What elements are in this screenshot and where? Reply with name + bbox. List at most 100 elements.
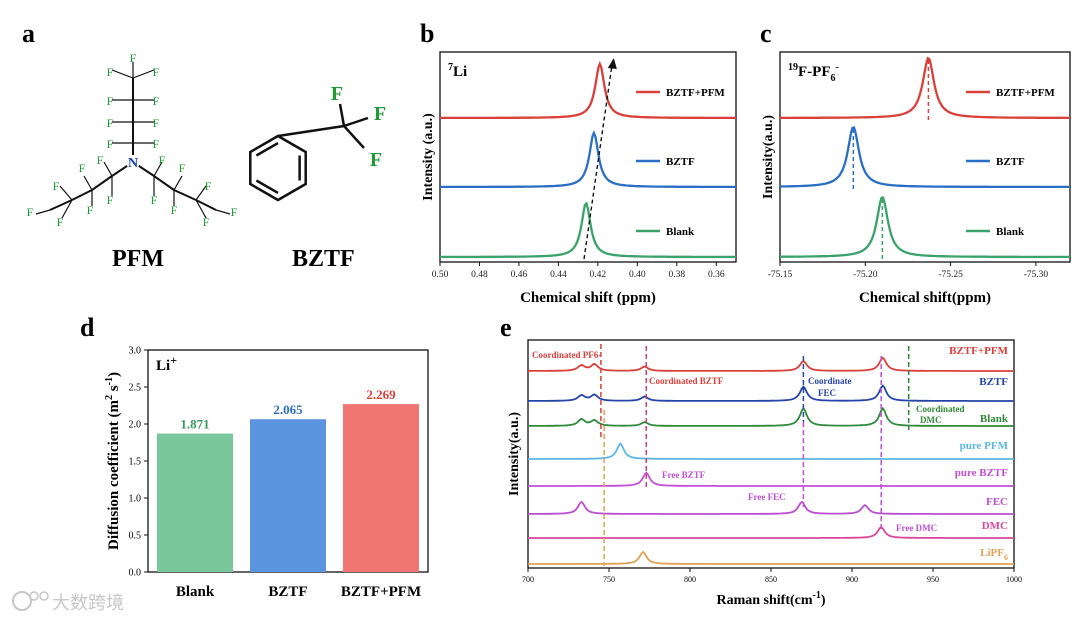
plot-frame: [439, 51, 737, 263]
pfm-n-bg: [126, 155, 140, 169]
annotation: Coordinate: [808, 376, 852, 386]
pfm-f-atom: F: [159, 153, 166, 167]
x-category-label: BZTF+PFM: [341, 584, 421, 600]
x-tick-label: 0.50: [432, 270, 449, 280]
spectrum-blank: [440, 201, 736, 259]
cf-bond: [343, 116, 369, 128]
pfm-f-atom: F: [97, 153, 104, 167]
watermark-logo-icon: [12, 591, 32, 611]
raman-fec: [528, 500, 1014, 515]
cf-bond: [338, 103, 346, 127]
x-tick-label: 0.40: [629, 270, 646, 280]
chart-b-li-nmr: 0.50 0.48 0.46 0.44 0.42 0.40 0.38 0.36 7Li Chemi…: [421, 51, 737, 306]
raman-dmc: [528, 525, 1014, 539]
panel-label-d: d: [80, 313, 95, 342]
bztf-f-atom: F: [374, 103, 386, 125]
raman-blank: [528, 406, 1014, 427]
y-tick-label: 0.0: [129, 568, 142, 579]
bztf-name: BZTF: [292, 246, 355, 272]
x-tick-label: 0.46: [511, 270, 528, 280]
pfm-f-atom: F: [57, 215, 64, 229]
x-tick-label: 1000: [1006, 575, 1022, 584]
bar-value-label: 2.269: [366, 387, 396, 402]
bztf-f-atom: F: [370, 149, 382, 171]
pfm-f-atom: F: [130, 51, 137, 65]
series-label: Blank: [980, 413, 1009, 425]
pfm-bond: [91, 175, 113, 191]
bar-bztf: [250, 419, 326, 572]
pfm-f-atom: F: [27, 205, 34, 219]
y-axis-label: Intensity(a.u.): [507, 412, 522, 496]
y-tick-label: 2.0: [129, 420, 142, 431]
series-label: DMC: [982, 520, 1008, 532]
annotation: DMC: [920, 415, 942, 425]
x-axis-label: Chemical shift (ppm): [520, 290, 656, 306]
pfm-n-atom: N: [128, 156, 138, 171]
spectrum-blank: [780, 196, 1070, 259]
pfm-f-atom: F: [171, 203, 178, 217]
x-tick-label: 0.44: [550, 270, 567, 280]
pfm-f-atom: F: [107, 94, 114, 108]
chart-c-f-nmr: -75.15 -75.20 -75.25 -75.30 19F-PF6- Chemical…: [761, 51, 1071, 306]
spectrum-bztf: [440, 130, 736, 189]
panel-label-a: a: [22, 19, 35, 48]
annotation: FEC: [818, 388, 836, 398]
legend-label: Blank: [996, 226, 1025, 238]
pfm-f-atom: F: [153, 116, 160, 130]
x-tick-label: 700: [522, 575, 534, 584]
x-tick-label: -75.30: [1024, 270, 1049, 280]
pfm-cf-bond: [35, 209, 51, 215]
ring-cf3-bond: [277, 124, 345, 138]
pfm-cf-bond: [153, 161, 163, 177]
pfm-f-atom: F: [79, 161, 86, 175]
chart-d-diffusion-bar: 0.0 0.5 1.0 1.5 2.0 2.5 3.0 Li+ 1.871 Blank 2.065 B…: [104, 346, 429, 600]
raman-bztf-pfm: [528, 356, 1014, 372]
x-tick-label: 0.38: [668, 270, 685, 280]
annotation: Coordinated PF6-: [532, 350, 601, 360]
x-tick-label: 0.48: [471, 270, 488, 280]
pfm-f-atom: F: [53, 179, 60, 193]
bztf-f-atom: F: [331, 83, 343, 105]
annotation: Coordinated: [916, 404, 965, 414]
x-axis-label: Raman shift(cm-1): [716, 590, 825, 608]
legend-label: BZTF: [996, 156, 1025, 168]
pfm-bond: [153, 175, 175, 191]
annotation: Free FEC: [748, 492, 786, 502]
raman-pure-pfm: [528, 442, 1014, 460]
pfm-f-atom: F: [205, 179, 212, 193]
x-tick-label: -75.20: [853, 270, 878, 280]
panel-label-b: b: [420, 19, 434, 48]
pfm-cf-bond: [195, 185, 207, 201]
cf-bond: [343, 125, 365, 149]
x-tick-label: 800: [684, 575, 696, 584]
y-tick-label: 1.5: [129, 457, 142, 468]
bztf-structure: F F F: [249, 83, 386, 202]
annotation: Free DMC: [896, 523, 937, 533]
x-tick-label: 0.36: [708, 270, 725, 280]
pfm-cf-bond: [215, 209, 231, 215]
chart-e-raman: 700 750 800 850 900 950 1000 Raman shift(cm-1) I…: [507, 339, 1022, 608]
y-axis-label: Intensity(a.u.): [761, 115, 776, 199]
spectrum-bztf-pfm: [780, 56, 1070, 120]
pfm-f-atom: F: [107, 65, 114, 79]
annotation: Free BZTF: [662, 470, 706, 480]
y-axis-label: Diffusion coefficient (m2 s-1): [104, 372, 122, 550]
legend-label: BZTF+PFM: [666, 87, 725, 99]
pfm-bond: [173, 189, 197, 201]
pfm-cf-bond: [173, 175, 183, 191]
pfm-bond: [49, 199, 73, 211]
panel-title: Li+: [156, 353, 177, 374]
series-label: pure PFM: [960, 440, 1009, 452]
bar-bztf-pfm: [343, 404, 419, 572]
x-tick-label: 750: [603, 575, 615, 584]
pfm-f-atom: F: [203, 215, 210, 229]
x-tick-label: 900: [846, 575, 858, 584]
pfm-f-atom: F: [107, 193, 114, 207]
pfm-f-atom: F: [151, 193, 158, 207]
x-axis-label: Chemical shift(ppm): [859, 290, 991, 306]
panel-title: 19F-PF6-: [788, 62, 839, 84]
bar-value-label: 2.065: [273, 402, 303, 417]
raman-lipf6: [528, 550, 1014, 565]
pfm-cf-bond: [132, 69, 155, 79]
pfm-cf-bond: [59, 185, 73, 201]
